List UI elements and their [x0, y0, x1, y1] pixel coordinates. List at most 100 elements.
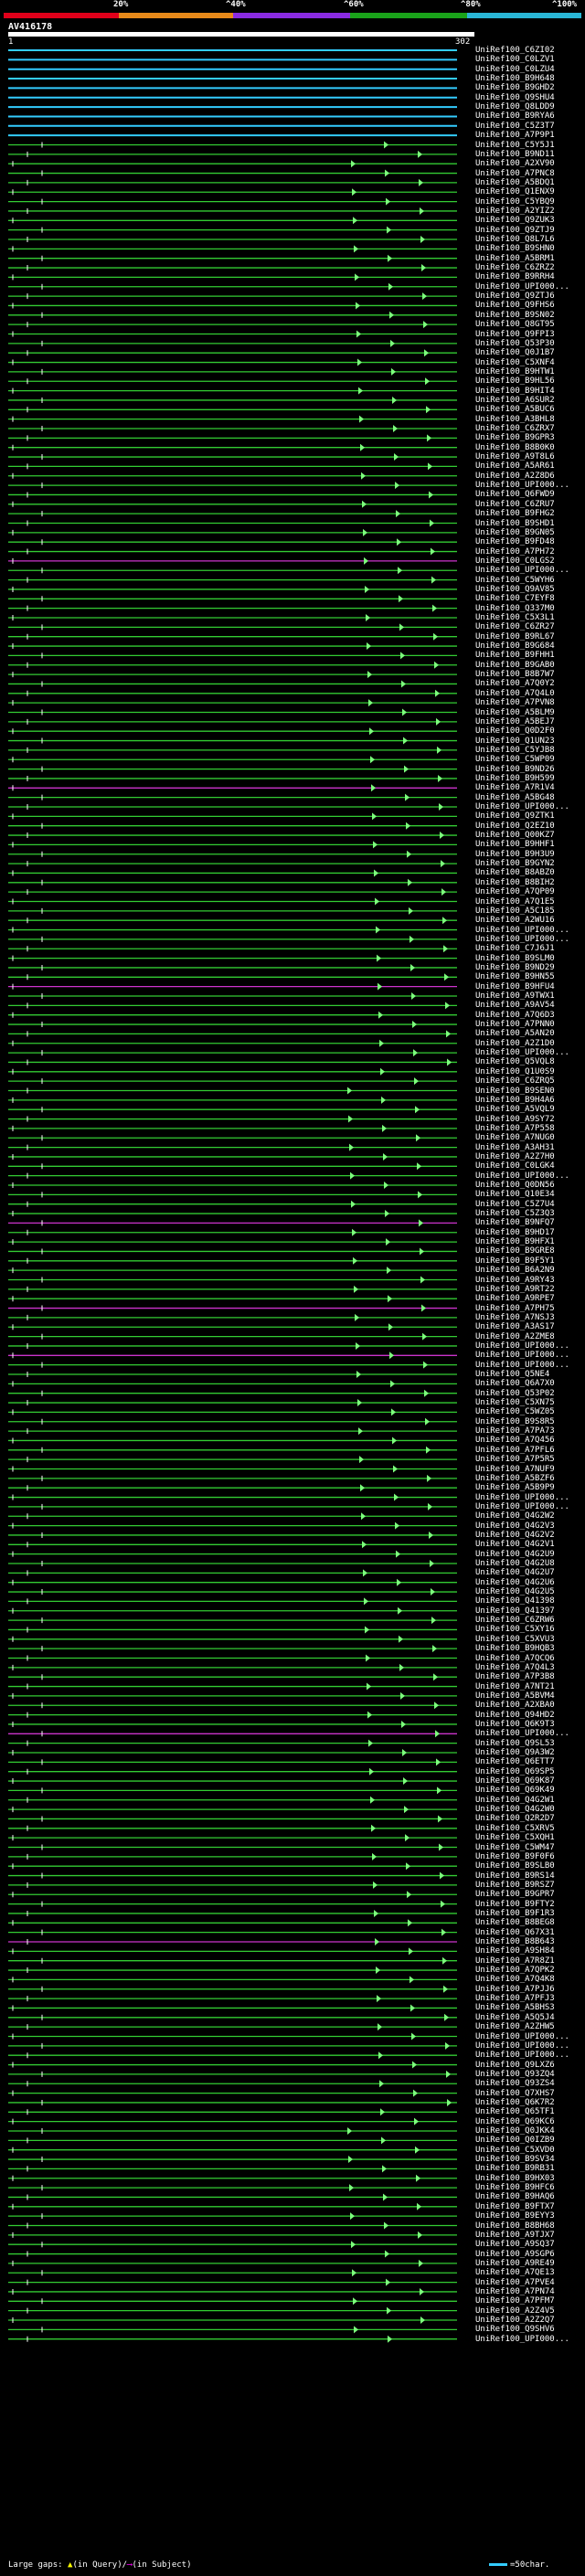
hit-label[interactable]: UniRef100_Q69K49: [475, 1786, 555, 1796]
hit-label[interactable]: UniRef100_B9NFQ7: [475, 1218, 555, 1228]
hit-label[interactable]: UniRef100_B9HHF1: [475, 840, 555, 850]
hit-label[interactable]: UniRef100_A7NSJ3: [475, 1312, 555, 1322]
hit-label[interactable]: UniRef100_B9RL67: [475, 631, 555, 641]
hit-label[interactable]: UniRef100_Q8LDD9: [475, 102, 555, 112]
hit-label[interactable]: UniRef100_Q6ETT7: [475, 1757, 555, 1767]
hit-label[interactable]: UniRef100_Q5NE4: [475, 1370, 550, 1379]
hit-label[interactable]: UniRef100_C5Y5J1: [475, 140, 555, 150]
hit-label[interactable]: UniRef100_B9FTY2: [475, 1899, 555, 1909]
hit-label[interactable]: UniRef100_A6SUR2: [475, 395, 555, 405]
hit-label[interactable]: UniRef100_C5Z3Q3: [475, 1209, 555, 1219]
hit-label[interactable]: UniRef100_A2Z2Q7: [475, 2316, 555, 2325]
hit-label[interactable]: UniRef100_A5AN20: [475, 1029, 555, 1039]
hit-label[interactable]: UniRef100_B9HTW1: [475, 366, 555, 376]
hit-label[interactable]: UniRef100_B8B7W7: [475, 670, 555, 680]
hit-label[interactable]: UniRef100_B9GYN2: [475, 859, 555, 869]
hit-label[interactable]: UniRef100_C7EYF8: [475, 594, 555, 604]
hit-label[interactable]: UniRef100_C5YBQ9: [475, 196, 555, 207]
hit-label[interactable]: UniRef100_UPI000...: [475, 2334, 569, 2344]
hit-label[interactable]: UniRef100_B9HL56: [475, 376, 555, 387]
hit-label[interactable]: UniRef100_B9HIT4: [475, 386, 555, 396]
hit-label[interactable]: UniRef100_A7Q0Y2: [475, 679, 555, 689]
hit-label[interactable]: UniRef100_Q9FHS6: [475, 301, 555, 311]
hit-label[interactable]: UniRef100_A7PH72: [475, 546, 555, 557]
hit-label[interactable]: UniRef100_C0LGK4: [475, 1161, 555, 1171]
hit-label[interactable]: UniRef100_UPI000...: [475, 1729, 569, 1739]
hit-label[interactable]: UniRef100_Q7XHS7: [475, 2088, 555, 2098]
hit-label[interactable]: UniRef100_A9SY72: [475, 1114, 555, 1124]
hit-label[interactable]: UniRef100_Q69K87: [475, 1776, 555, 1786]
hit-label[interactable]: UniRef100_Q9SHV6: [475, 2325, 555, 2335]
hit-label[interactable]: UniRef100_A7Q456: [475, 1436, 555, 1446]
hit-label[interactable]: UniRef100_A3BHL8: [475, 414, 555, 424]
hit-label[interactable]: UniRef100_A7PN74: [475, 2286, 555, 2296]
hit-label[interactable]: UniRef100_A7R8Z1: [475, 1956, 555, 1966]
hit-label[interactable]: UniRef100_Q4G2U8: [475, 1559, 555, 1568]
hit-label[interactable]: UniRef100_A7PNN0: [475, 1020, 555, 1030]
hit-label[interactable]: UniRef100_A5BEJ7: [475, 716, 555, 726]
hit-label[interactable]: UniRef100_C5Z3T7: [475, 121, 555, 131]
hit-label[interactable]: UniRef100_B9FD48: [475, 537, 555, 547]
hit-label[interactable]: UniRef100_Q9LXZ6: [475, 2060, 555, 2070]
hit-label[interactable]: UniRef100_A9TJX7: [475, 2230, 555, 2240]
hit-label[interactable]: UniRef100_UPI000...: [475, 802, 569, 811]
hit-label[interactable]: UniRef100_Q1ENX9: [475, 187, 555, 197]
hit-label[interactable]: UniRef100_A5VQL9: [475, 1105, 555, 1115]
hit-label[interactable]: UniRef100_Q4G2U7: [475, 1568, 555, 1578]
hit-label[interactable]: UniRef100_A7PFM7: [475, 2296, 555, 2306]
hit-label[interactable]: UniRef100_A7PVN8: [475, 698, 555, 708]
hit-label[interactable]: UniRef100_Q4G2U5: [475, 1587, 555, 1597]
hit-label[interactable]: UniRef100_A7PVE4: [475, 2277, 555, 2287]
hit-label[interactable]: UniRef100_A7PJJ6: [475, 1984, 555, 1994]
hit-label[interactable]: UniRef100_UPI000...: [475, 934, 569, 944]
hit-label[interactable]: UniRef100_Q6K7R2: [475, 2097, 555, 2107]
hit-label[interactable]: UniRef100_A5AR61: [475, 461, 555, 472]
hit-label[interactable]: UniRef100_Q9ZTJ6: [475, 292, 555, 302]
hit-label[interactable]: UniRef100_B9RRH4: [475, 272, 555, 282]
hit-label[interactable]: UniRef100_Q41397: [475, 1606, 555, 1616]
hit-label[interactable]: UniRef100_A9SH84: [475, 1946, 555, 1956]
hit-label[interactable]: UniRef100_A3AS17: [475, 1322, 555, 1332]
hit-label[interactable]: UniRef100_A7PA73: [475, 1426, 555, 1436]
hit-label[interactable]: UniRef100_B9SHD1: [475, 518, 555, 528]
hit-label[interactable]: UniRef100_Q53P30: [475, 338, 555, 348]
hit-label[interactable]: UniRef100_UPI000...: [475, 566, 569, 576]
hit-label[interactable]: UniRef100_Q0J1B7: [475, 348, 555, 358]
hit-label[interactable]: UniRef100_B9H3U9: [475, 849, 555, 859]
hit-label[interactable]: UniRef100_A7Q1E5: [475, 896, 555, 906]
hit-label[interactable]: UniRef100_Q94HD2: [475, 1710, 555, 1720]
hit-label[interactable]: UniRef100_B9G684: [475, 641, 555, 652]
hit-label[interactable]: UniRef100_B9RS14: [475, 1871, 555, 1881]
hit-label[interactable]: UniRef100_A7Q4L0: [475, 688, 555, 698]
hit-label[interactable]: UniRef100_Q6FWD9: [475, 490, 555, 500]
hit-label[interactable]: UniRef100_B9GPR3: [475, 433, 555, 443]
hit-label[interactable]: UniRef100_A5BHS3: [475, 2003, 555, 2013]
hit-label[interactable]: UniRef100_A7Q6D3: [475, 1010, 555, 1020]
hit-label[interactable]: UniRef100_C5XVU3: [475, 1634, 555, 1644]
hit-label[interactable]: UniRef100_Q65TF1: [475, 2107, 555, 2117]
hit-label[interactable]: UniRef100_B9HFX1: [475, 1237, 555, 1247]
hit-label[interactable]: UniRef100_Q4G2U9: [475, 1549, 555, 1559]
hit-label[interactable]: UniRef100_B9SN02: [475, 310, 555, 320]
hit-label[interactable]: UniRef100_C6ZRW6: [475, 1616, 555, 1626]
hit-label[interactable]: UniRef100_Q41398: [475, 1596, 555, 1606]
hit-label[interactable]: UniRef100_B8BEG8: [475, 1918, 555, 1928]
hit-label[interactable]: UniRef100_Q93ZQ4: [475, 2069, 555, 2079]
hit-label[interactable]: UniRef100_B9HFU4: [475, 981, 555, 991]
hit-label[interactable]: UniRef100_C5XNF4: [475, 357, 555, 367]
hit-label[interactable]: UniRef100_Q9AV85: [475, 584, 555, 594]
hit-label[interactable]: UniRef100_B9F0F6: [475, 1851, 555, 1861]
hit-label[interactable]: UniRef100_A2XV90: [475, 159, 555, 169]
hit-label[interactable]: UniRef100_B8ABZ0: [475, 868, 555, 878]
hit-label[interactable]: UniRef100_UPI000...: [475, 1501, 569, 1511]
hit-label[interactable]: UniRef100_B6A2N9: [475, 1266, 555, 1276]
hit-label[interactable]: UniRef100_Q9ZUK3: [475, 216, 555, 226]
hit-label[interactable]: UniRef100_UPI000...: [475, 1171, 569, 1181]
hit-label[interactable]: UniRef100_B9HD17: [475, 1227, 555, 1237]
hit-label[interactable]: UniRef100_Q1U0S9: [475, 1066, 555, 1076]
hit-label[interactable]: UniRef100_A9RE49: [475, 2258, 555, 2268]
hit-label[interactable]: UniRef100_B9RYA6: [475, 111, 555, 122]
hit-label[interactable]: UniRef100_C7J6J1: [475, 944, 555, 954]
hit-label[interactable]: UniRef100_B9HAQ6: [475, 2192, 555, 2202]
hit-label[interactable]: UniRef100_A2YIZ2: [475, 206, 555, 216]
